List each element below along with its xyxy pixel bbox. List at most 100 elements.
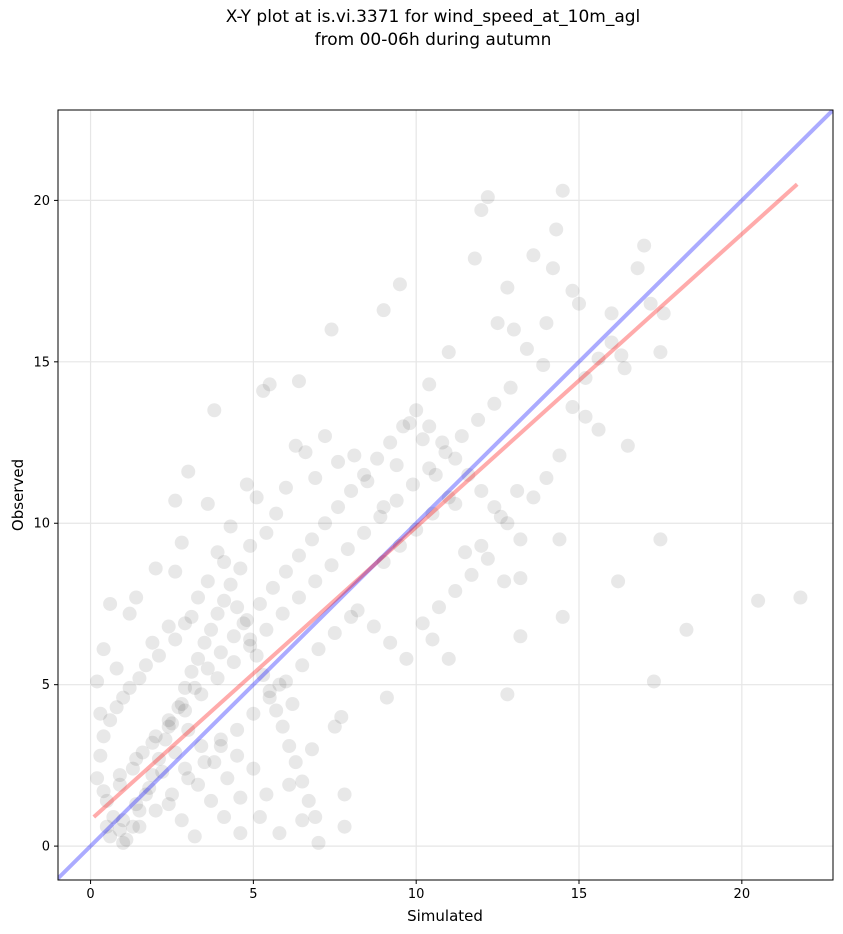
scatter-point — [291, 548, 306, 563]
scatter-point — [428, 467, 443, 482]
scatter-point — [318, 429, 333, 444]
scatter-point — [278, 480, 293, 495]
scatter-point — [168, 564, 183, 579]
scatter-point — [291, 374, 306, 389]
scatter-point — [467, 251, 482, 266]
scatter-point — [99, 819, 114, 834]
scatter-point — [526, 490, 541, 505]
scatter-point — [184, 664, 199, 679]
scatter-point — [399, 651, 414, 666]
scatter-point — [151, 751, 166, 766]
scatter-point — [441, 490, 456, 505]
x-tick-label: 20 — [734, 887, 751, 902]
scatter-point — [500, 687, 515, 702]
scatter-point — [513, 629, 528, 644]
scatter-point — [441, 345, 456, 360]
scatter-point — [308, 574, 323, 589]
scatter-point — [653, 345, 668, 360]
reference-lines — [58, 110, 833, 880]
scatter-point — [145, 735, 160, 750]
scatter-point — [262, 690, 277, 705]
scatter-point — [90, 674, 105, 689]
scatter-point — [191, 590, 206, 605]
scatter-point — [510, 483, 525, 498]
scatter-point — [197, 755, 212, 770]
scatter-point — [197, 635, 212, 650]
scatter-point — [630, 261, 645, 276]
scatter-point — [226, 629, 241, 644]
scatter-point — [129, 751, 144, 766]
scatter-point — [487, 396, 502, 411]
scatter-point — [389, 493, 404, 508]
scatter-point — [204, 622, 219, 637]
scatter-point — [200, 496, 215, 511]
scatter-point — [392, 277, 407, 292]
scatter-point — [526, 248, 541, 263]
scatter-point — [243, 632, 258, 647]
scatter-point — [158, 732, 173, 747]
x-tick-label: 0 — [86, 887, 94, 902]
scatter-point — [184, 609, 199, 624]
scatter-point — [256, 383, 271, 398]
scatter-point — [223, 577, 238, 592]
scatter-point — [344, 609, 359, 624]
scatter-point — [337, 787, 352, 802]
scatter-point — [161, 797, 176, 812]
scatter-point — [539, 316, 554, 331]
scatter-point — [138, 787, 153, 802]
scatter-point — [578, 409, 593, 424]
scatter-point — [174, 535, 189, 550]
scatter-point — [519, 341, 534, 356]
scatter-point — [155, 764, 170, 779]
scatter-point — [194, 739, 209, 754]
scatter-point — [145, 635, 160, 650]
scatter-point — [409, 403, 424, 418]
scatter-point — [679, 622, 694, 637]
scatter-point — [148, 729, 163, 744]
scatter-point — [324, 322, 339, 337]
scatter-point — [487, 500, 502, 515]
scatter-point — [210, 671, 225, 686]
scatter-point — [249, 648, 264, 663]
scatter-point — [392, 538, 407, 553]
scatter-point — [109, 661, 124, 676]
scatter-point — [425, 506, 440, 521]
scatter-point — [536, 358, 551, 373]
scatter-point — [177, 703, 192, 718]
scatter-point — [217, 593, 232, 608]
grid-lines — [58, 110, 833, 880]
scatter-point — [220, 771, 235, 786]
scatter-point — [138, 658, 153, 673]
scatter-point — [116, 813, 131, 828]
scatter-point — [539, 471, 554, 486]
scatter-point — [204, 793, 219, 808]
scatter-point — [96, 642, 111, 657]
scatter-point — [278, 674, 293, 689]
scatter-point — [272, 677, 287, 692]
chart-title: X-Y plot at is.vi.3371 for wind_speed_at… — [0, 6, 843, 52]
scatter-point — [230, 600, 245, 615]
scatter-point — [161, 713, 176, 728]
scatter-point — [295, 658, 310, 673]
scatter-point — [269, 506, 284, 521]
scatter-point — [565, 283, 580, 298]
scatter-point — [177, 616, 192, 631]
scatter-point — [402, 416, 417, 431]
x-axis-label: Simulated — [407, 907, 483, 925]
scatter-point — [405, 477, 420, 492]
scatter-point — [213, 645, 228, 660]
scatter-point — [288, 755, 303, 770]
scatter-point — [614, 348, 629, 363]
scatter-point — [298, 445, 313, 460]
scatter-point — [194, 687, 209, 702]
scatter-point — [337, 819, 352, 834]
scatter-point — [275, 719, 290, 734]
scatter-point — [503, 380, 518, 395]
scatter-point — [327, 719, 342, 734]
scatter-point — [383, 435, 398, 450]
scatter-point — [617, 361, 632, 376]
scatter-point — [311, 835, 326, 850]
y-axis-label: Observed — [9, 459, 27, 531]
scatter-point — [103, 713, 118, 728]
